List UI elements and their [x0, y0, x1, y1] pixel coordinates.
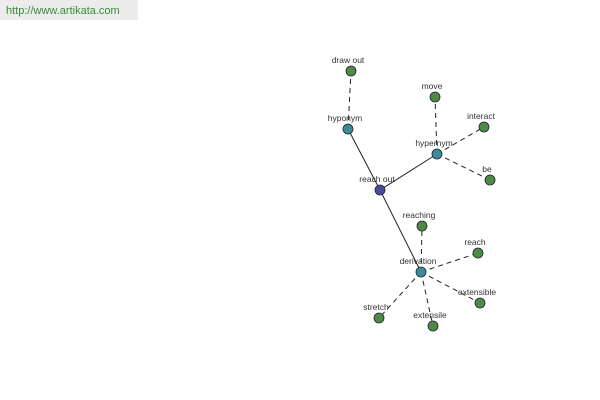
node[interactable] [427, 320, 439, 332]
node-label[interactable]: be [482, 164, 492, 174]
node[interactable] [373, 312, 385, 324]
node-label[interactable]: reach [464, 237, 486, 247]
node-label[interactable]: extensible [458, 287, 497, 297]
node[interactable] [431, 148, 443, 160]
node-label[interactable]: hyponym [328, 113, 363, 123]
site-url[interactable]: http://www.artikata.com [0, 0, 138, 20]
node[interactable] [429, 91, 441, 103]
node-label[interactable]: hypernym [415, 138, 452, 148]
node-label[interactable]: reach out [359, 174, 395, 184]
node-label[interactable]: interact [467, 111, 496, 121]
dashed-edge [420, 225, 423, 273]
dashed-edge [436, 126, 485, 155]
node-label[interactable]: reaching [403, 210, 436, 220]
node[interactable] [472, 247, 484, 259]
edge [347, 128, 381, 191]
node-label[interactable]: extensile [413, 310, 447, 320]
dashed-edge [347, 70, 352, 130]
node[interactable] [478, 121, 490, 133]
edge [379, 153, 438, 191]
node[interactable] [484, 174, 496, 186]
node[interactable] [474, 297, 486, 309]
node[interactable] [415, 266, 427, 278]
node[interactable] [416, 220, 428, 232]
node[interactable] [345, 65, 357, 77]
dashed-edge [436, 153, 491, 181]
node-label[interactable]: stretch [363, 302, 389, 312]
node-label[interactable]: derivation [400, 256, 437, 266]
node-label[interactable]: move [422, 81, 443, 91]
edge [379, 189, 422, 273]
node[interactable] [342, 123, 354, 135]
node[interactable] [374, 184, 386, 196]
dashed-edge [434, 96, 438, 155]
node-label[interactable]: draw out [332, 55, 365, 65]
dashed-edge [420, 271, 434, 327]
dashed-edge [378, 271, 422, 319]
dashed-edge [420, 271, 481, 304]
dashed-edge [420, 252, 479, 273]
